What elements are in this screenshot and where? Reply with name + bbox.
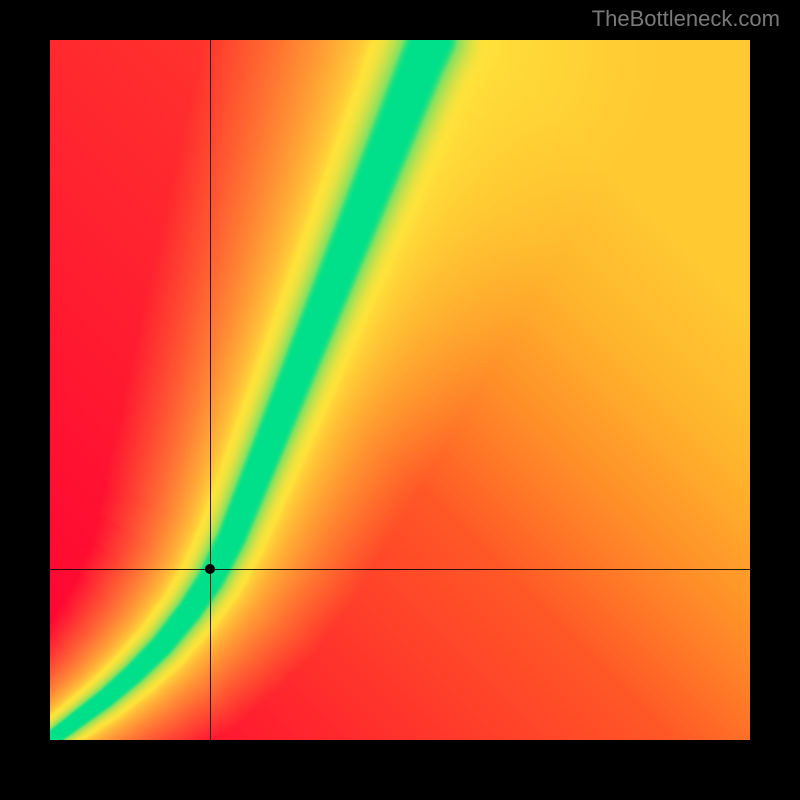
crosshair-horizontal-line	[50, 569, 750, 570]
crosshair-vertical-line	[210, 40, 211, 740]
heatmap-canvas	[50, 40, 750, 740]
crosshair-dot	[205, 564, 215, 574]
watermark-text: TheBottleneck.com	[592, 6, 780, 32]
heatmap-chart	[50, 40, 750, 740]
